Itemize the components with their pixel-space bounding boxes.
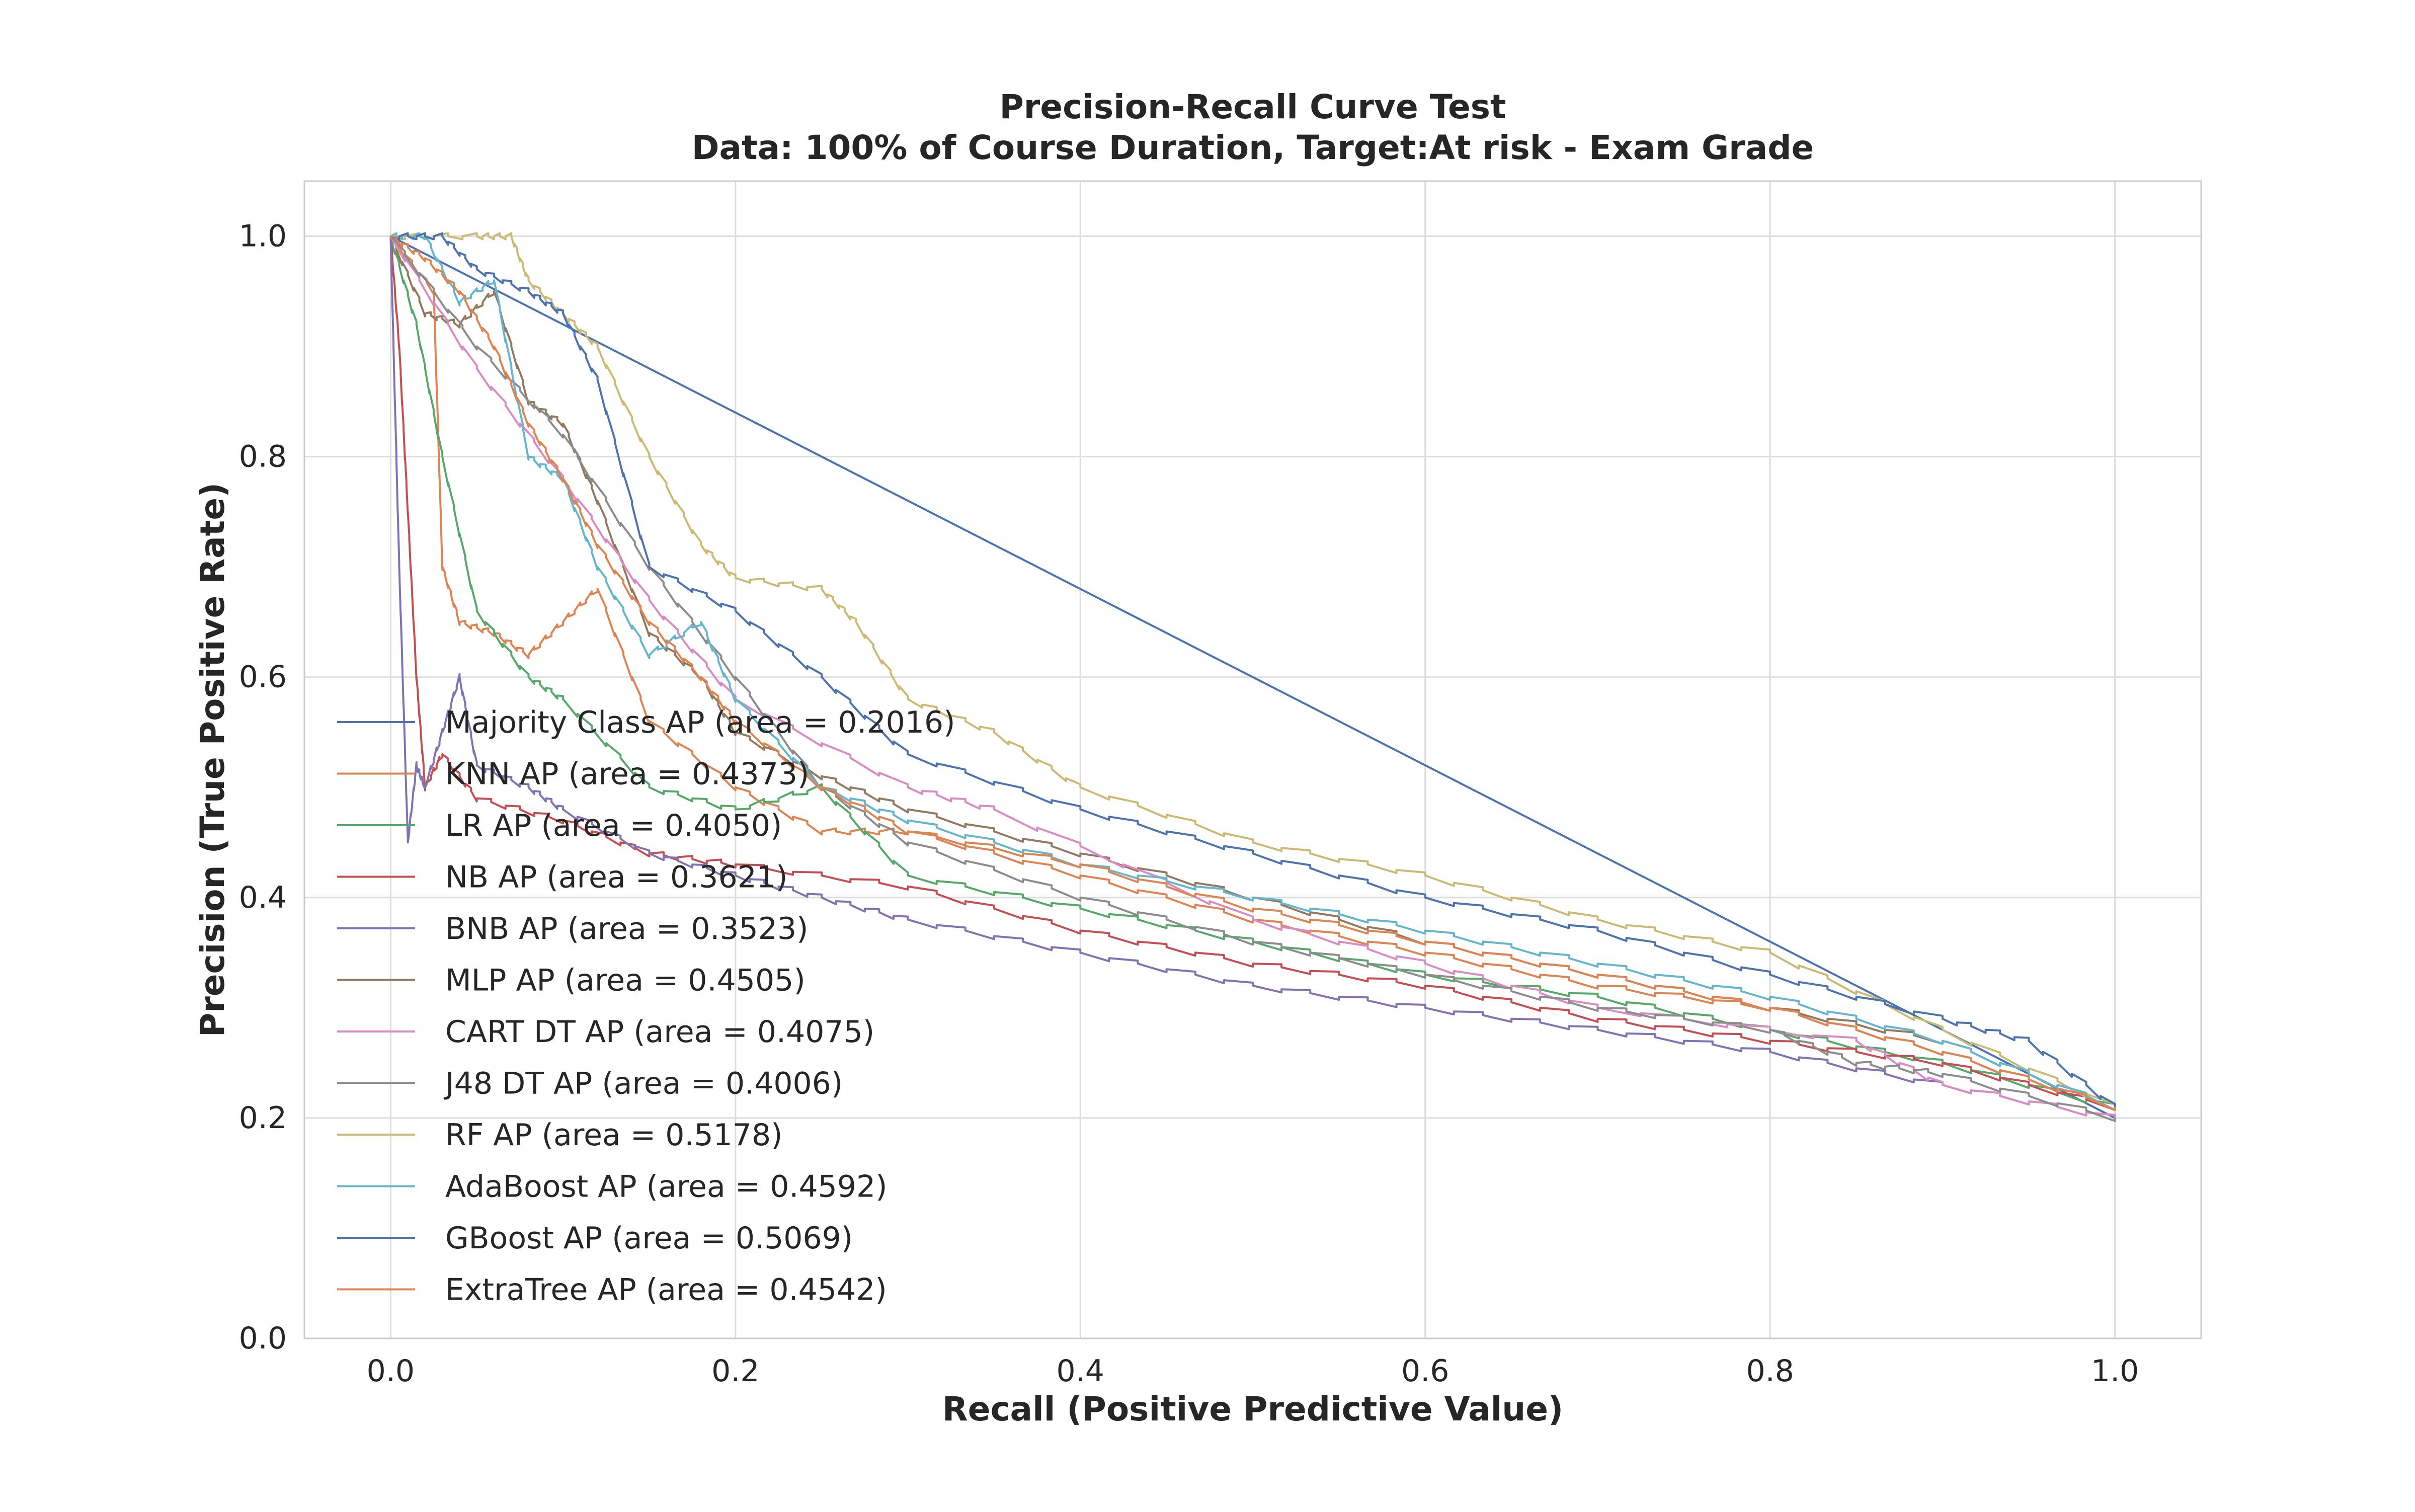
- y-tick-label: 0.6: [239, 660, 287, 695]
- x-axis-label: Recall (Positive Predictive Value): [942, 1390, 1563, 1428]
- series-line-4: [389, 236, 2116, 1118]
- series-line-1: [390, 235, 2116, 1111]
- series-line-7: [389, 235, 2116, 1122]
- plot-area: 0.0 0.2 0.4 0.6 0.8 1.0 0.0 0.2 0.4 0.6 0.8 1.0: [239, 180, 2202, 1389]
- series-line-8: [390, 232, 2116, 1107]
- y-tick-label: 1.0: [239, 219, 287, 254]
- chart-subtitle: Data: 100% of Course Duration, Target:At…: [692, 128, 1814, 167]
- y-tick-label: 0.4: [239, 880, 287, 915]
- legend-label-2: LR AP (area = 0.4050): [445, 808, 782, 843]
- y-axis-label: Precision (True Positive Rate): [193, 483, 232, 1037]
- legend-label-5: MLP AP (area = 0.4505): [445, 963, 806, 998]
- legend-label-10: GBoost AP (area = 0.5069): [445, 1221, 853, 1256]
- x-tick-label: 0.0: [367, 1354, 415, 1389]
- legend-label-3: NB AP (area = 0.3621): [445, 860, 787, 895]
- x-tick-label: 0.8: [1746, 1354, 1794, 1389]
- series-line-3: [389, 236, 2116, 1111]
- plot-background: [304, 181, 2201, 1338]
- series-line-10: [390, 232, 2116, 1107]
- legend-label-1: KNN AP (area = 0.4373): [445, 757, 809, 792]
- legend-label-9: AdaBoost AP (area = 0.4592): [445, 1169, 888, 1205]
- x-tick-label: 0.4: [1057, 1354, 1104, 1389]
- legend-label-4: BNB AP (area = 0.3523): [445, 911, 809, 946]
- chart-title: Precision-Recall Curve Test: [999, 88, 1506, 126]
- y-tick-label: 0.0: [239, 1321, 287, 1356]
- series-line-11: [390, 235, 2116, 1111]
- legend-label-0: Majority Class AP (area = 0.2016): [445, 705, 955, 740]
- legend: Majority Class AP (area = 0.2016) KNN AP …: [337, 705, 955, 1308]
- x-tick-label: 1.0: [2091, 1354, 2139, 1389]
- plot-frame: [303, 180, 2202, 1339]
- legend-label-6: CART DT AP (area = 0.4075): [445, 1014, 874, 1050]
- legend-label-8: RF AP (area = 0.5178): [445, 1118, 783, 1153]
- series-line-0: [390, 235, 2116, 1119]
- y-tick-label: 0.2: [239, 1100, 287, 1136]
- x-tick-label: 0.6: [1401, 1354, 1449, 1389]
- y-tick-label: 0.8: [239, 439, 287, 474]
- series-line-9: [390, 232, 2116, 1111]
- legend-label-11: ExtraTree AP (area = 0.4542): [445, 1272, 887, 1308]
- legend-label-7: J48 DT AP (area = 0.4006): [443, 1066, 843, 1101]
- x-tick-label: 0.2: [711, 1354, 759, 1389]
